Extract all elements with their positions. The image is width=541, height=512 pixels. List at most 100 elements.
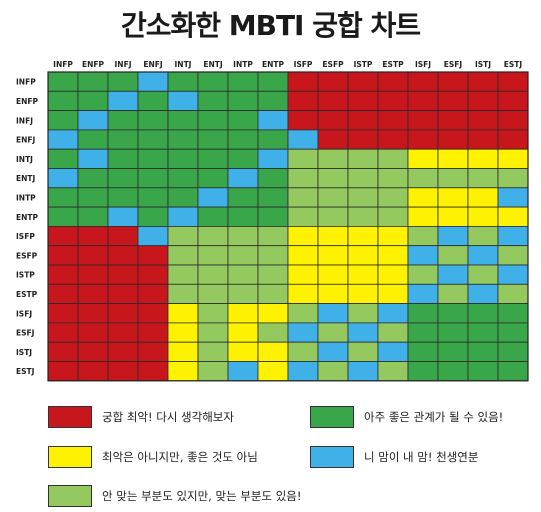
heatmap-cell-estp-isfp [287, 283, 319, 304]
heatmap-cell-enfj-isfp [287, 129, 319, 150]
legend-label: 니 맘이 내 맘! 천생연분 [364, 450, 479, 464]
heatmap-cell-estj-esfj [437, 361, 469, 382]
y-tick-label-esfj: ESFJ [16, 329, 35, 338]
heatmap-cell-enfj-infj [107, 129, 139, 150]
heatmap-cell-estj-istj [467, 361, 499, 382]
heatmap-cell-istp-entp [257, 264, 289, 285]
heatmap-cell-infp-enfj [137, 71, 169, 92]
heatmap-cell-estp-istp [347, 283, 379, 304]
heatmap-cell-istp-esfp [317, 264, 349, 285]
heatmap-cell-estp-enfj [137, 283, 169, 304]
heatmap-cell-estp-isfj [407, 283, 439, 304]
heatmap-cell-infj-esfj [437, 110, 469, 131]
x-tick-label-esfj: ESFJ [444, 60, 463, 69]
legend-label: 안 맞는 부분도 있지만, 맞는 부분도 있음! [102, 489, 302, 503]
heatmap-cell-infp-estj [497, 71, 529, 92]
heatmap-cell-infj-intp [227, 110, 259, 131]
x-tick-label-infp: INFP [53, 60, 73, 69]
heatmap-cell-istp-istp [347, 264, 379, 285]
heatmap-cell-isfj-isfp [287, 303, 319, 324]
heatmap-cell-estj-entj [197, 361, 229, 382]
heatmap-cell-esfj-isfp [287, 322, 319, 343]
heatmap-cell-isfp-esfj [437, 225, 469, 247]
heatmap-cell-intp-enfp [77, 187, 109, 208]
heatmap-cell-isfj-enfj [137, 303, 169, 324]
heatmap-cell-infp-infp [47, 71, 79, 92]
y-tick-label-estj: ESTJ [16, 367, 35, 376]
heatmap-cell-esfp-enfj [137, 245, 169, 266]
heatmap-cell-intp-infj [107, 187, 139, 208]
page-title: 간소화한 MBTI 궁합 차트 [120, 9, 421, 42]
heatmap-cell-infp-isfj [407, 71, 439, 92]
x-tick-label-enfj: ENFJ [143, 60, 163, 69]
heatmap-cell-istj-esfp [317, 341, 349, 362]
heatmap-cell-esfj-entj [197, 322, 229, 343]
heatmap-cell-istp-intp [227, 264, 259, 285]
y-tick-label-isfp: ISFP [16, 232, 35, 241]
heatmap-cell-esfj-istp [347, 322, 379, 343]
heatmap-cell-enfp-intj [167, 90, 199, 112]
heatmap-cell-entj-estp [377, 168, 409, 189]
heatmap-cell-entp-esfj [437, 206, 469, 227]
heatmap-cell-intj-intj [167, 148, 199, 169]
heatmap-cell-entj-istj [467, 168, 499, 189]
heatmap-cell-esfp-infp [47, 245, 79, 266]
heatmap-cell-esfp-esfj [437, 245, 469, 266]
heatmap-cell-isfj-esfj [437, 303, 469, 324]
heatmap-cell-intj-esfp [317, 148, 349, 169]
heatmap-cell-entp-isfp [287, 206, 319, 227]
heatmap-cell-enfp-infj [107, 90, 139, 112]
heatmap-cell-infj-enfp [77, 110, 109, 131]
heatmap-cell-intj-istp [347, 148, 379, 169]
heatmap-cell-esfp-entj [197, 245, 229, 266]
heatmap-cell-enfj-entj [197, 129, 229, 150]
heatmap-cell-entp-infp [47, 206, 79, 227]
heatmap-cell-isfp-infp [47, 225, 79, 247]
heatmap-cell-esfj-enfp [77, 322, 109, 343]
heatmap-cell-isfj-istp [347, 303, 379, 324]
heatmap-cell-istj-estj [497, 341, 529, 362]
heatmap-cell-estp-intj [167, 283, 199, 304]
x-tick-label-isfp: ISFP [294, 60, 313, 69]
heatmap-cell-estp-entp [257, 283, 289, 304]
heatmap-cell-enfj-istj [467, 129, 499, 150]
heatmap-cell-intj-entj [197, 148, 229, 169]
heatmap-cell-enfj-enfj [137, 129, 169, 150]
heatmap-cell-esfp-intp [227, 245, 259, 266]
heatmap-cell-estj-estp [377, 361, 409, 382]
heatmap-cell-infj-entp [257, 110, 289, 131]
heatmap-cell-entj-istp [347, 168, 379, 189]
legend-swatch-blue [310, 446, 354, 468]
heatmap-cell-intp-esfp [317, 187, 349, 208]
heatmap-cell-enfj-esfp [317, 129, 349, 150]
heatmap-cell-infp-estp [377, 71, 409, 92]
heatmap-cell-enfj-estp [377, 129, 409, 150]
heatmap-cell-entj-esfj [437, 168, 469, 189]
heatmap-cell-istj-enfj [137, 341, 169, 362]
heatmap-cell-intp-estp [377, 187, 409, 208]
heatmap-cell-enfp-istp [347, 90, 379, 112]
heatmap-cell-entj-esfp [317, 168, 349, 189]
legend-swatch-light-green [48, 485, 92, 507]
x-tick-label-istj: ISTJ [475, 60, 491, 69]
legend-swatch-yellow [48, 446, 92, 468]
heatmap-cell-infp-istj [467, 71, 499, 92]
heatmap-cell-enfj-esfj [437, 129, 469, 150]
heatmap-cell-istp-isfp [287, 264, 319, 285]
heatmap-cell-intj-esfj [437, 148, 469, 169]
heatmap-cell-estp-entj [197, 283, 229, 304]
heatmap-cell-entp-enfp [77, 206, 109, 227]
heatmap-cell-estj-entp [257, 361, 289, 382]
heatmap-cell-estp-intp [227, 283, 259, 304]
heatmap-cell-intp-esfj [437, 187, 469, 208]
heatmap-cell-isfj-intp [227, 303, 259, 324]
heatmap-cell-isfp-entj [197, 225, 229, 247]
x-tick-label-isfj: ISFJ [415, 60, 431, 69]
y-tick-label-enfp: ENFP [16, 97, 39, 106]
heatmap-cell-estj-enfp [77, 361, 109, 382]
heatmap-cell-estj-isfp [287, 361, 319, 382]
heatmap-cell-entj-intp [227, 168, 259, 189]
legend-swatch-red [48, 406, 92, 428]
x-tick-label-estj: ESTJ [504, 60, 523, 69]
heatmap-cell-entp-infj [107, 206, 139, 227]
